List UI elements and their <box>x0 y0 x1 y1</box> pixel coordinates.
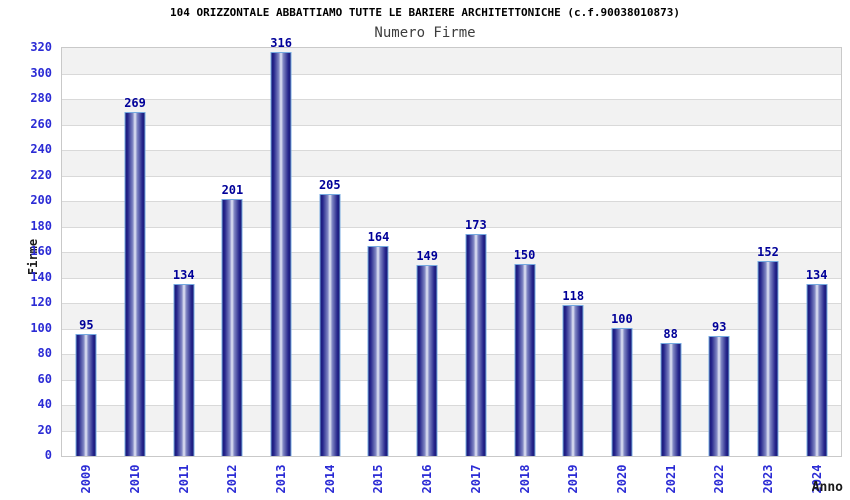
bar-value-label: 118 <box>562 288 585 303</box>
x-tick-label: 2013 <box>274 464 289 494</box>
bar-slot: 150 2018 <box>500 48 549 494</box>
bar-value-label: 93 <box>712 320 727 335</box>
grid-band <box>62 124 841 150</box>
y-tick-label: 280 <box>30 91 52 105</box>
bar-value-label: 149 <box>416 249 438 264</box>
bar-2015 <box>367 245 389 456</box>
bar-2016 <box>416 265 438 456</box>
y-tick-label: 140 <box>30 269 52 284</box>
bar-2021 <box>660 342 682 456</box>
bar-slot: 100 2020 <box>598 48 647 494</box>
x-tick-label: 2011 <box>176 464 191 494</box>
grid-band <box>62 150 841 176</box>
bar-slot: 149 2016 <box>403 48 452 493</box>
x-tick-label: 2015 <box>371 464 386 494</box>
grid-band <box>62 99 841 125</box>
bar-slot: 173 2017 <box>452 48 501 493</box>
bar-slot: 201 2012 <box>208 48 257 494</box>
plot-area: 95 2009 269 2010 134 2011 201 2012 316 2013 205 201… <box>61 37 842 494</box>
y-tick-label: 0 <box>44 448 52 462</box>
bar-value-label: 316 <box>270 36 292 51</box>
grid-band <box>62 252 841 278</box>
bar-2009 <box>75 333 97 456</box>
bar-value-label: 134 <box>172 268 195 283</box>
x-tick-label: 2009 <box>79 464 94 494</box>
bar-slot: 95 2009 <box>62 48 111 493</box>
y-tick-label: 200 <box>30 193 52 207</box>
bar-value-label: 95 <box>79 317 94 332</box>
x-tick-label: 2018 <box>517 464 532 494</box>
bar-slot: 118 2019 <box>549 48 598 494</box>
y-tick-label: 100 <box>30 320 52 335</box>
bar-value-label: 201 <box>221 182 244 197</box>
bar-slot: 152 2023 <box>744 48 793 493</box>
bar-2010 <box>124 112 146 456</box>
chart-subtitle: Numero Firme <box>374 25 476 41</box>
bar-slot: 269 2010 <box>111 48 160 493</box>
bar-value-label: 269 <box>124 96 146 111</box>
y-tick-label: 240 <box>30 142 52 156</box>
bar-2018 <box>514 263 536 456</box>
y-tick-label: 180 <box>30 218 52 233</box>
y-tick-label: 60 <box>37 371 52 386</box>
y-tick-label: 300 <box>30 65 52 80</box>
grid-band <box>62 48 841 74</box>
bar-2014 <box>319 193 341 456</box>
bar-slot: 316 2013 <box>257 37 306 493</box>
y-tick-label: 120 <box>30 295 52 309</box>
bar-2022 <box>708 336 730 456</box>
bar-slot: 93 2022 <box>695 48 744 493</box>
grid-band <box>62 175 841 201</box>
y-tick-label: 20 <box>37 422 52 437</box>
x-tick-label: 2012 <box>225 464 240 494</box>
bar-2024 <box>806 284 828 456</box>
y-tick-label: 160 <box>30 244 52 258</box>
bar-value-label: 88 <box>663 326 678 341</box>
bar-2020 <box>611 327 633 456</box>
x-tick-label: 2020 <box>614 464 629 494</box>
bar-value-label: 164 <box>367 229 390 244</box>
bar-value-label: 152 <box>757 245 779 260</box>
y-tick-label: 80 <box>37 346 52 360</box>
bar-value-label: 134 <box>805 268 828 283</box>
bar-value-label: 173 <box>465 218 487 233</box>
x-axis-title: Anno <box>811 480 843 495</box>
bar-2019 <box>562 304 584 456</box>
bar-value-label: 150 <box>513 247 536 262</box>
grid-band <box>62 73 841 99</box>
x-tick-label: 2017 <box>468 464 483 494</box>
bar-slot: 134 2024 <box>792 48 841 493</box>
bar-value-label: 205 <box>318 177 341 192</box>
bar-2012 <box>221 198 243 456</box>
x-tick-label: 2019 <box>566 464 581 494</box>
x-tick-label: 2014 <box>322 464 337 494</box>
x-tick-label: 2023 <box>760 464 775 494</box>
bar-2017 <box>465 234 487 456</box>
bar-2011 <box>173 284 195 456</box>
y-tick-label: 220 <box>30 167 52 182</box>
grid-band <box>62 201 841 227</box>
bar-slot: 205 2014 <box>305 48 354 494</box>
x-tick-label: 2010 <box>128 464 143 494</box>
bar-value-label: 100 <box>611 311 633 326</box>
y-tick-label: 260 <box>30 116 52 131</box>
y-tick-label: 320 <box>30 40 52 54</box>
bar-slot: 88 2021 <box>646 48 695 493</box>
x-tick-label: 2021 <box>663 464 678 494</box>
x-tick-label: 2022 <box>712 464 727 494</box>
bar-slot: 164 2015 <box>354 48 403 494</box>
bar-2023 <box>757 261 779 456</box>
grid-band <box>62 226 841 252</box>
chart-title: 104 ORIZZONTALE ABBATTIAMO TUTTE LE BARI… <box>170 6 680 19</box>
bar-slot: 134 2011 <box>159 48 208 493</box>
x-tick-label: 2016 <box>420 464 435 494</box>
y-axis: 0 20 40 60 80 100 120 140 160 180 200 220 240 260 280 3… <box>0 40 52 462</box>
y-tick-label: 40 <box>37 397 52 411</box>
bar-2013 <box>270 52 292 456</box>
